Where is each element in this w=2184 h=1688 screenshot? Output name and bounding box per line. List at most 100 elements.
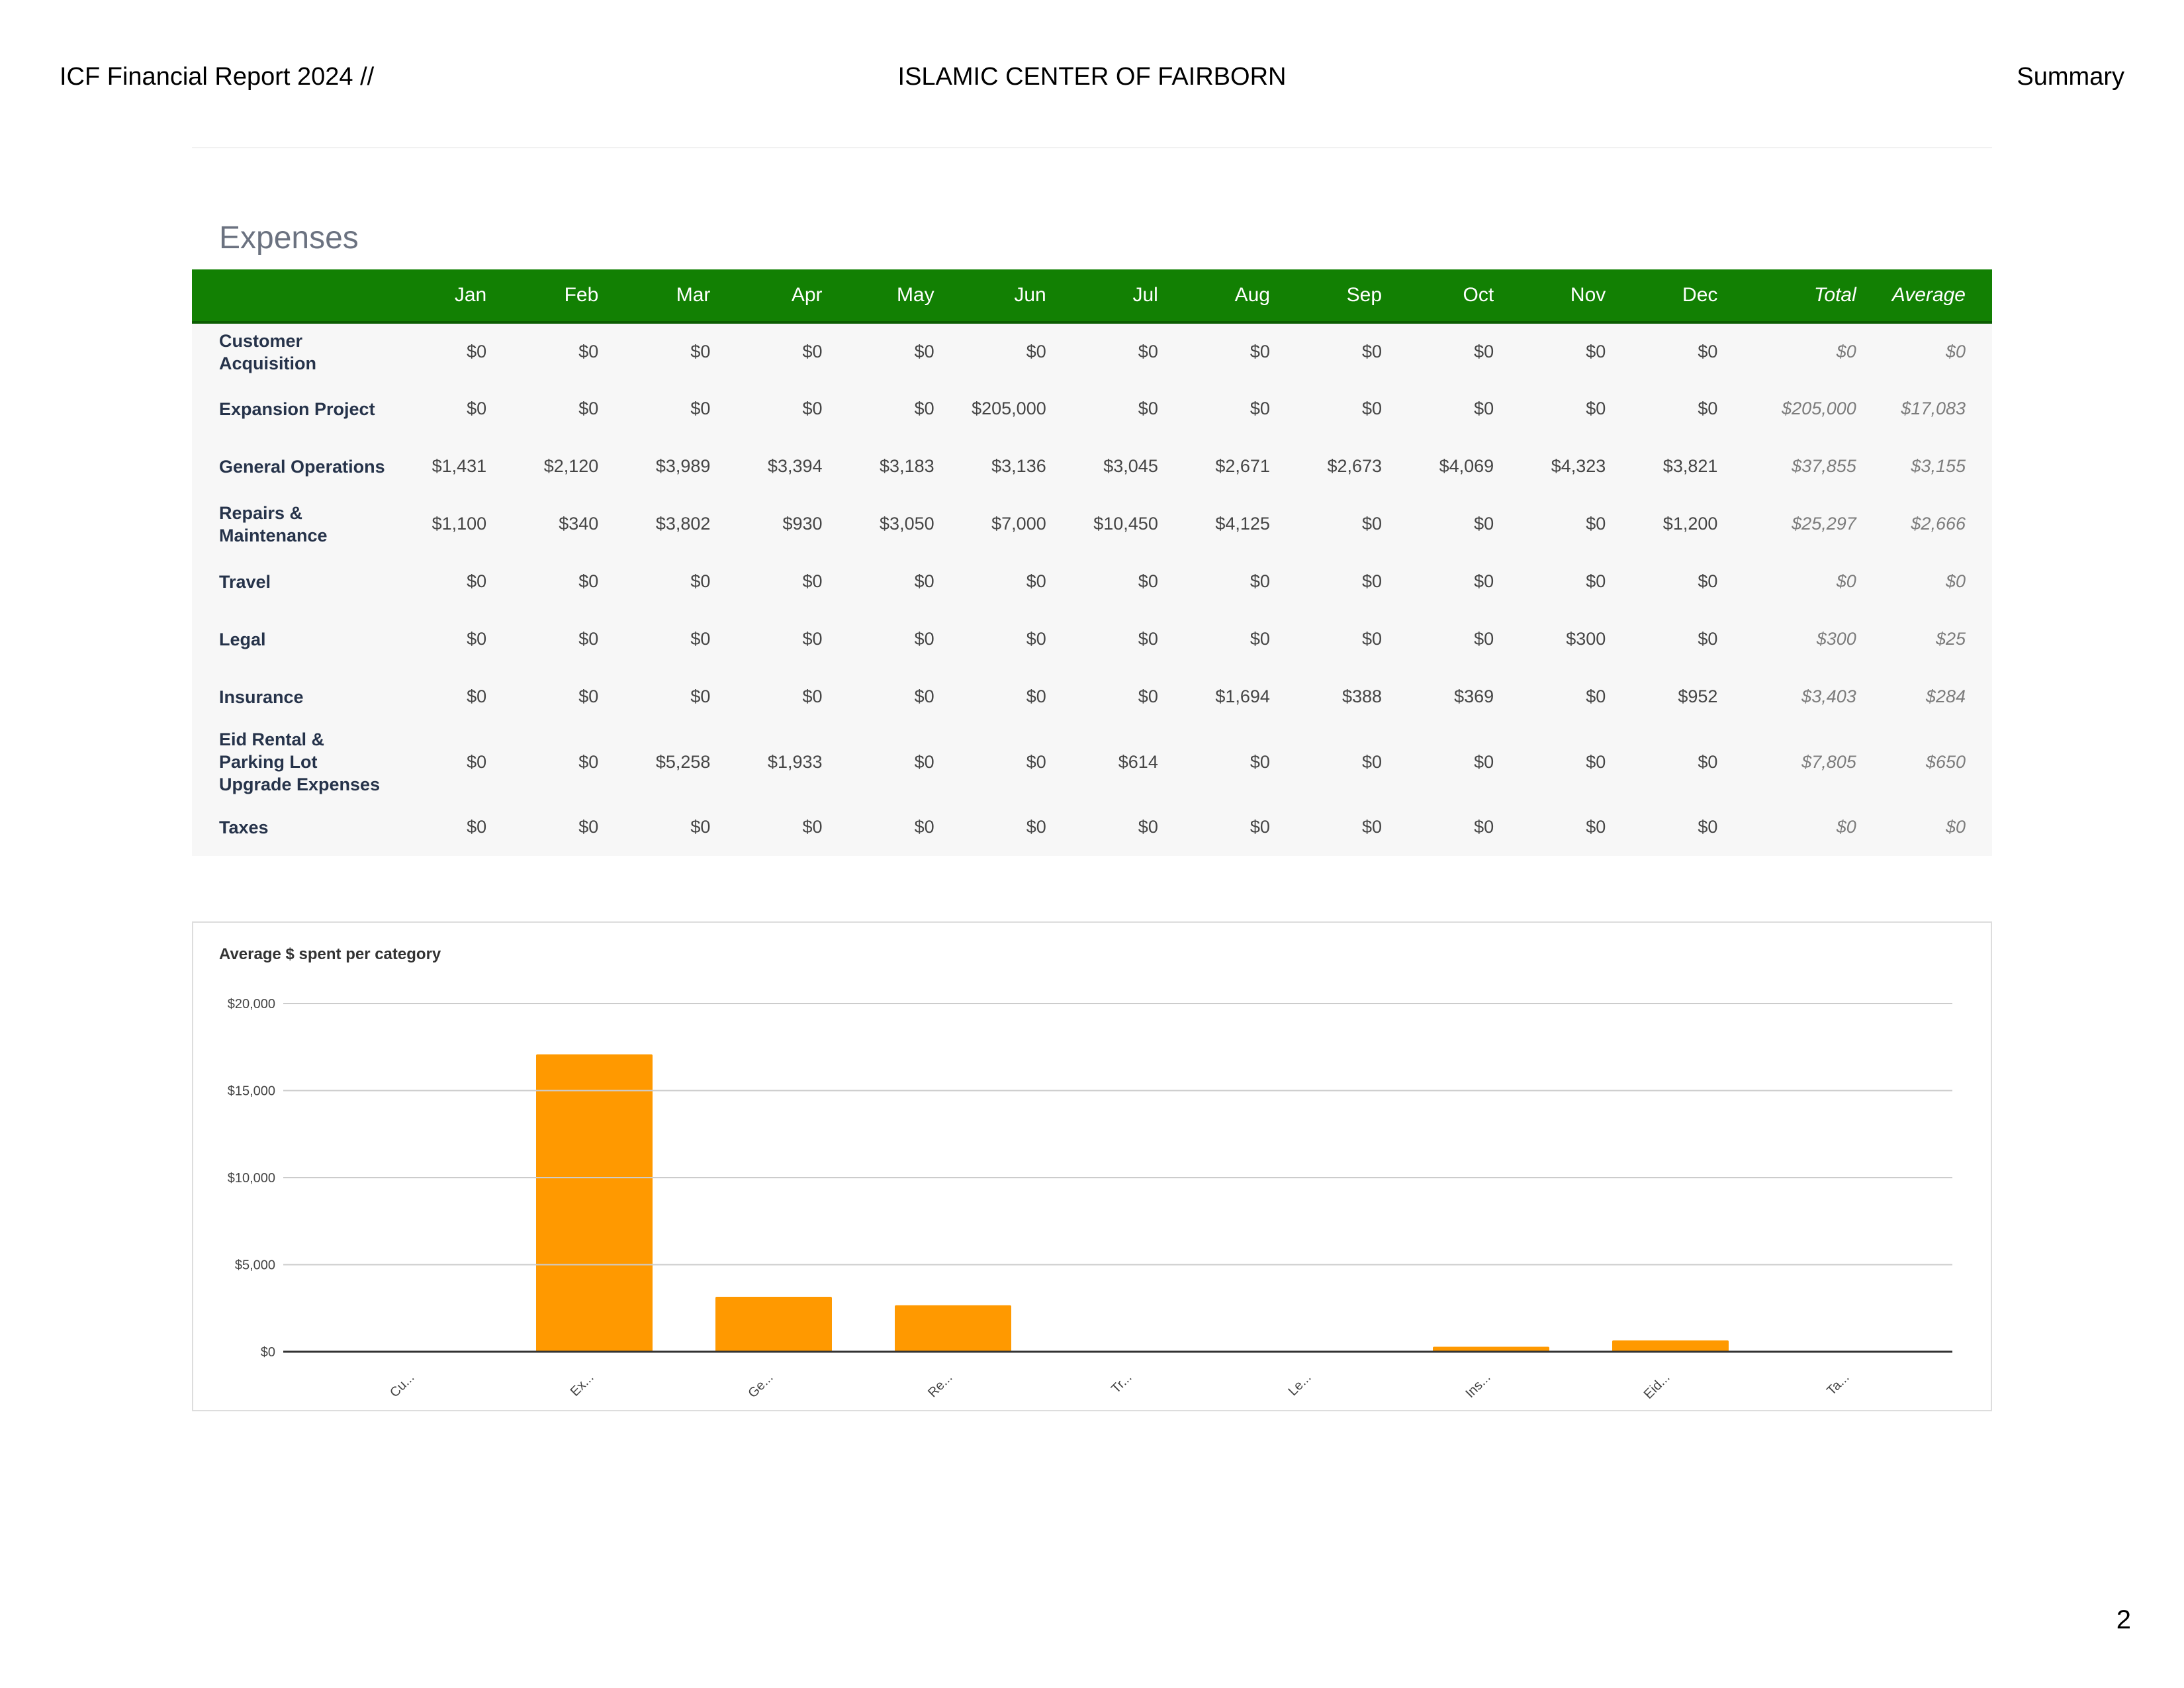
month-value-cell: $3,183: [880, 456, 934, 476]
month-value-cell: $614: [1118, 751, 1158, 772]
row-category: Legal: [219, 629, 266, 649]
bar: [1433, 1346, 1549, 1352]
month-value-cell: $0: [1362, 514, 1383, 534]
month-value-cell: $0: [1026, 686, 1046, 706]
month-value-cell: $0: [467, 686, 487, 706]
row-average: $0: [1945, 571, 1966, 591]
month-value-cell: $0: [690, 817, 711, 837]
month-value-cell: $0: [1698, 751, 1718, 772]
month-value-cell: $2,671: [1215, 456, 1270, 476]
month-value-cell: $0: [914, 751, 934, 772]
month-value-cell: $4,069: [1439, 456, 1494, 476]
month-value-cell: $2,673: [1327, 456, 1383, 476]
header-cell-nov: Nov: [1520, 269, 1633, 324]
month-value-cell: $3,050: [880, 514, 934, 534]
x-tick-label: Ins...: [1463, 1370, 1493, 1401]
header-cell-jun: Jun: [960, 269, 1073, 324]
month-value-cell: $7,000: [991, 514, 1046, 534]
month-value-cell: $0: [467, 342, 487, 361]
average-spend-chart: Average $ spent per category $0 $5,000 $10…: [192, 921, 1992, 1411]
month-value-cell: $0: [914, 629, 934, 649]
organization-name: ISLAMIC CENTER OF FAIRBORN: [897, 63, 1287, 91]
month-value-cell: $0: [802, 399, 823, 418]
month-value-cell: $0: [1586, 751, 1606, 772]
month-value-cell: $0: [1250, 399, 1270, 418]
month-value-cell: $0: [1698, 629, 1718, 649]
row-total: $37,855: [1792, 456, 1856, 476]
month-value-cell: $369: [1454, 686, 1494, 706]
month-value-cell: $0: [1474, 514, 1494, 534]
month-value-cell: $0: [1026, 342, 1046, 361]
month-value-cell: $0: [1362, 342, 1383, 361]
x-tick-label: Re...: [925, 1370, 955, 1400]
bar: [536, 1054, 653, 1352]
month-value-cell: $1,100: [432, 514, 487, 534]
month-value-cell: $0: [1138, 686, 1158, 706]
table-row: General Operations $1,431 $2,120 $3,989 $3,3…: [192, 438, 1992, 495]
row-category: General Operations: [219, 456, 385, 477]
table-row: Customer Acquisition $0 $0 $0 $0 $0 $0 $0 $0 $0 $0…: [192, 322, 1992, 380]
month-value-cell: $2,120: [543, 456, 599, 476]
month-value-cell: $0: [690, 686, 711, 706]
header-cell-feb: Feb: [513, 269, 625, 324]
month-value-cell: $0: [1250, 817, 1270, 837]
month-value-cell: $0: [1138, 629, 1158, 649]
x-tick-label: Eid...: [1641, 1370, 1673, 1402]
row-total: $3,403: [1801, 686, 1856, 706]
month-value-cell: $0: [1586, 342, 1606, 361]
month-value-cell: $3,802: [655, 514, 711, 534]
row-average: $2,666: [1911, 514, 1966, 534]
x-tick-label: Tr...: [1109, 1370, 1134, 1396]
month-value-cell: $388: [1342, 686, 1383, 706]
month-value-cell: $0: [1474, 399, 1494, 418]
month-value-cell: $0: [1586, 514, 1606, 534]
month-value-cell: $952: [1678, 686, 1718, 706]
month-value-cell: $0: [1586, 817, 1606, 837]
month-value-cell: $205,000: [972, 399, 1046, 418]
row-total: $300: [1816, 629, 1856, 649]
month-value-cell: $0: [1698, 817, 1718, 837]
month-value-cell: $340: [559, 514, 599, 534]
y-tick-label: $5,000: [235, 1258, 275, 1273]
month-value-cell: $0: [467, 817, 487, 837]
month-value-cell: $0: [914, 686, 934, 706]
table-row: Expansion Project $0 $0 $0 $0 $0 $205,000 $0 $0 $…: [192, 380, 1992, 438]
x-tick-label: Ge...: [745, 1370, 776, 1401]
month-value-cell: $10,450: [1093, 514, 1158, 534]
month-value-cell: $0: [802, 342, 823, 361]
header-cell-aug: Aug: [1184, 269, 1297, 324]
month-value-cell: $0: [1026, 571, 1046, 591]
month-value-cell: $930: [782, 514, 823, 534]
row-average: $284: [1925, 686, 1966, 706]
month-value-cell: $0: [1474, 342, 1494, 361]
month-value-cell: $0: [802, 686, 823, 706]
header-cell-total: Total: [1744, 269, 1883, 324]
month-value-cell: $0: [1250, 629, 1270, 649]
month-value-cell: $0: [1474, 571, 1494, 591]
month-value-cell: $0: [1698, 571, 1718, 591]
bar: [1612, 1340, 1729, 1352]
month-value-cell: $0: [1026, 817, 1046, 837]
row-category: Eid Rental & Parking Lot Upgrade Expense…: [219, 729, 381, 794]
month-value-cell: $0: [914, 399, 934, 418]
month-value-cell: $0: [578, 686, 599, 706]
header-cell-mar: Mar: [625, 269, 737, 324]
y-tick-label: $0: [261, 1345, 275, 1360]
month-value-cell: $0: [578, 571, 599, 591]
month-value-cell: $0: [1362, 751, 1383, 772]
row-total: $25,297: [1792, 514, 1856, 534]
page-number: 2: [2116, 1605, 2131, 1634]
month-value-cell: $0: [1250, 751, 1270, 772]
row-total: $0: [1836, 817, 1856, 837]
month-value-cell: $0: [1698, 342, 1718, 361]
header-cell-jul: Jul: [1072, 269, 1185, 324]
month-value-cell: $0: [467, 571, 487, 591]
month-value-cell: $0: [690, 571, 711, 591]
table-row: Travel $0 $0 $0 $0 $0 $0 $0 $0 $0 $0 $0 $0 $0 $0: [192, 553, 1992, 610]
y-tick-label: $20,000: [228, 997, 275, 1011]
month-value-cell: $0: [1138, 399, 1158, 418]
x-tick-label: Cu...: [387, 1370, 417, 1400]
month-value-cell: $0: [1362, 629, 1383, 649]
month-value-cell: $4,125: [1215, 514, 1270, 534]
header-cell-sep: Sep: [1296, 269, 1409, 324]
